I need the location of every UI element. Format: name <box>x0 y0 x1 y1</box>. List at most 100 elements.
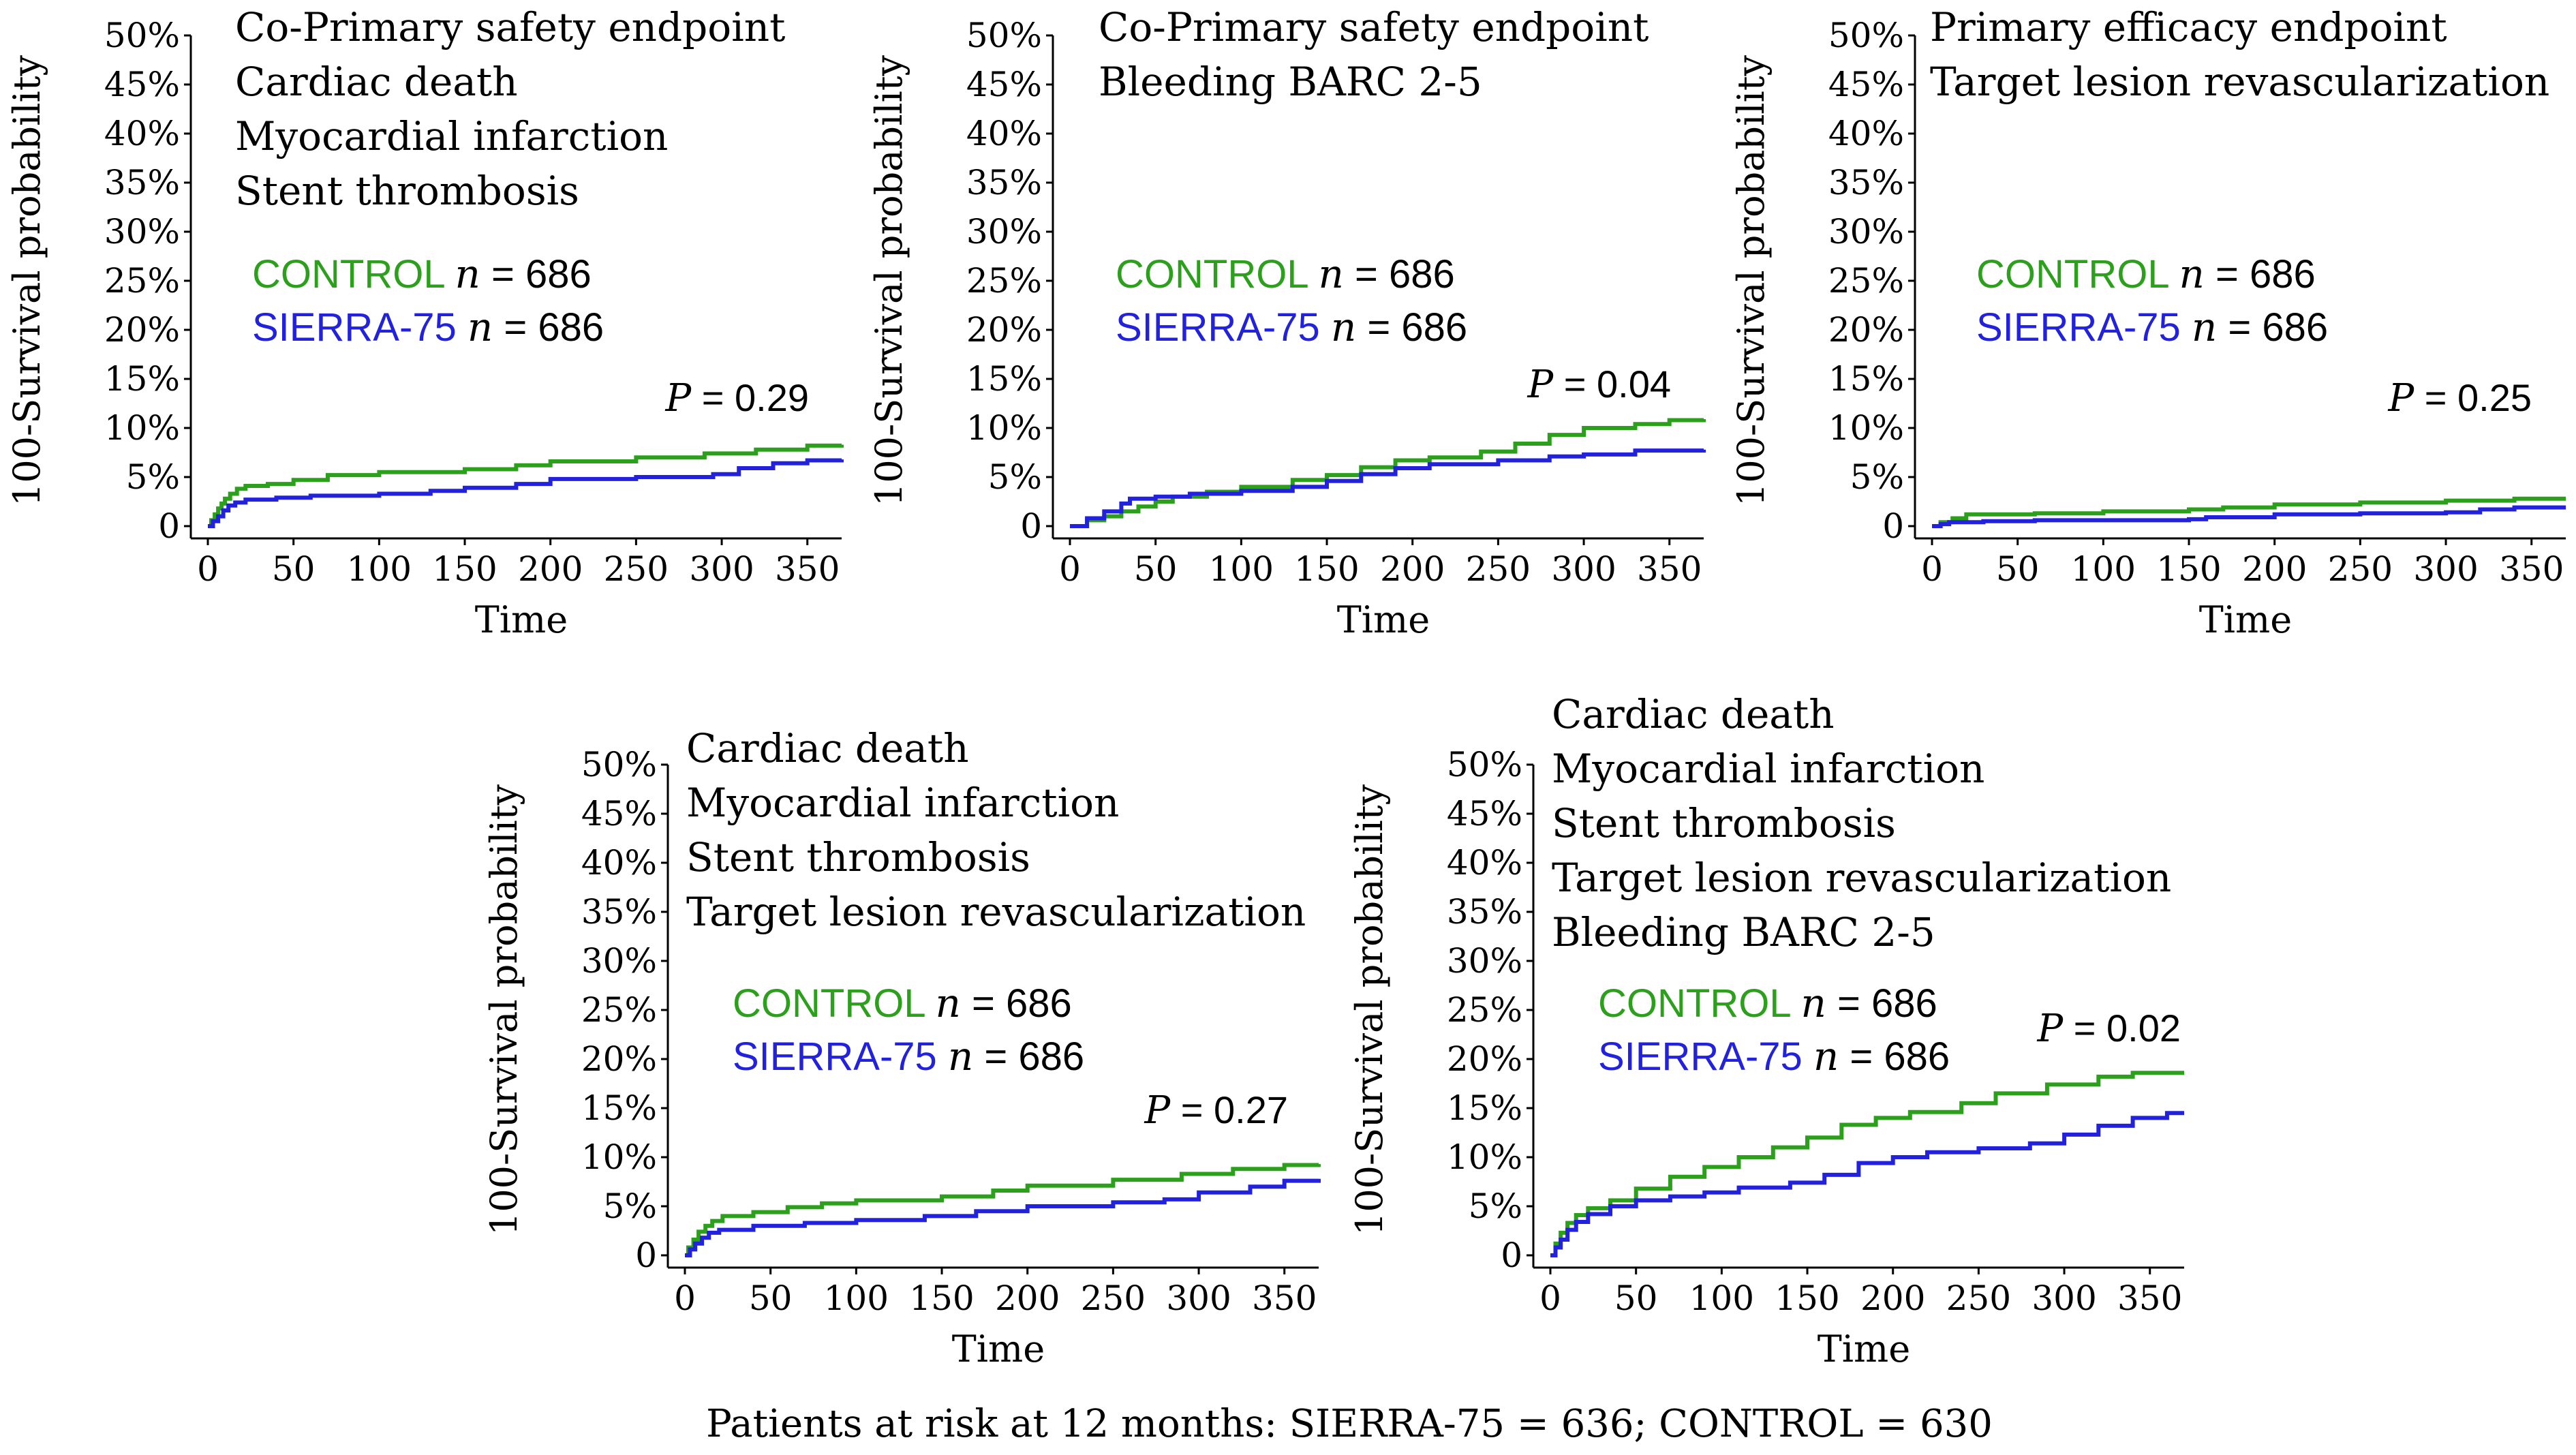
series-line-control <box>1070 418 1706 528</box>
series-line-control <box>685 1163 1321 1257</box>
p-value: P = 0.27 <box>1144 1088 1289 1133</box>
y-tick-label: 25% <box>581 990 657 1030</box>
legend-n-symbol: n <box>948 1033 973 1079</box>
p-value: P = 0.25 <box>2388 376 2532 420</box>
legend-n-value: = 686 <box>961 981 1072 1026</box>
p-symbol: P <box>2388 376 2415 420</box>
x-tick-label: 200 <box>995 1278 1060 1318</box>
p-value: P = 0.02 <box>2037 1007 2181 1051</box>
panel-title-line: Bleeding BARC 2-5 <box>1552 909 1935 955</box>
x-tick-label: 150 <box>909 1278 974 1318</box>
legend-n-symbol: n <box>1319 251 1344 297</box>
legend-entry: CONTROL n = 686 <box>252 251 592 297</box>
p-number: = 0.25 <box>2414 376 2532 419</box>
y-tick-label: 30% <box>104 212 180 251</box>
x-tick-label: 50 <box>1996 549 2040 589</box>
x-tick-label: 250 <box>1466 549 1531 589</box>
chart-panel-2: 0 5% 10% 15% 20% 25% 30% 35% 40% 45% 50% 0 50 100 150 2… <box>868 4 1706 641</box>
y-tick-label: 0 <box>1882 506 1904 546</box>
x-tick-label: 300 <box>2031 1278 2096 1318</box>
legend-entry: CONTROL n = 686 <box>733 980 1072 1026</box>
chart-panel-3: 0 5% 10% 15% 20% 25% 30% 35% 40% 45% 50% 0 50 100 150 2… <box>1730 4 2566 641</box>
y-tick-label: 5% <box>126 457 180 497</box>
x-axis-title: Time <box>1818 1328 1910 1370</box>
p-symbol: P <box>1527 363 1554 407</box>
y-tick-label: 25% <box>1828 261 1904 301</box>
y-tick-label: 30% <box>1447 941 1522 981</box>
x-tick-label: 150 <box>1775 1278 1839 1318</box>
y-tick-label: 10% <box>1447 1137 1522 1177</box>
panel-title-line: Co-Primary safety endpoint <box>1099 4 1649 50</box>
legend-entry: SIERRA-75 n = 686 <box>1976 304 2328 350</box>
x-tick-label: 300 <box>1551 549 1616 589</box>
y-tick-label: 45% <box>1828 65 1904 104</box>
legend-n-symbol: n <box>2179 251 2205 297</box>
y-tick-label: 50% <box>581 745 657 784</box>
y-tick-label: 40% <box>1447 843 1522 883</box>
panel-title-line: Stent thrombosis <box>235 168 579 214</box>
y-tick-label: 20% <box>966 310 1042 350</box>
legend-n-value: = 686 <box>1826 981 1937 1026</box>
x-tick-label: 150 <box>2156 549 2221 589</box>
y-tick-label: 0 <box>635 1236 657 1275</box>
legend-n-value: = 686 <box>480 252 592 296</box>
y-tick-label: 50% <box>966 16 1042 55</box>
y-tick-label: 35% <box>1447 892 1522 932</box>
legend-n-value: = 686 <box>973 1035 1084 1079</box>
p-value: P = 0.04 <box>1527 363 1672 407</box>
x-tick-label: 250 <box>604 549 669 589</box>
legend-n-value: = 686 <box>1839 1035 1950 1079</box>
x-tick-label: 250 <box>2328 549 2393 589</box>
legend-series-name: CONTROL <box>252 252 455 296</box>
series-line-sierra-75 <box>1070 448 1706 528</box>
legend-n-value: = 686 <box>1344 252 1455 296</box>
legend-entry: CONTROL n = 686 <box>1976 251 2316 297</box>
x-tick-label: 350 <box>2499 549 2564 589</box>
legend-n-symbol: n <box>1331 304 1356 350</box>
y-tick-label: 5% <box>1850 457 1904 497</box>
x-tick-label: 50 <box>1134 549 1178 589</box>
panel-title-line: Target lesion revascularization <box>1930 59 2549 105</box>
x-tick-label: 0 <box>1539 1278 1561 1318</box>
p-number: = 0.27 <box>1170 1088 1288 1131</box>
x-tick-label: 100 <box>347 549 412 589</box>
p-symbol: P <box>665 376 692 420</box>
legend-series-name: SIERRA-75 <box>252 305 467 350</box>
y-tick-label: 5% <box>1469 1186 1522 1226</box>
chart-panel-1: 0 5% 10% 15% 20% 25% 30% 35% 40% 45% 50% 0 50 100 150 2… <box>5 4 844 641</box>
x-tick-label: 100 <box>1689 1278 1754 1318</box>
y-tick-label: 20% <box>581 1039 657 1079</box>
panel-title-line: Co-Primary safety endpoint <box>235 4 785 50</box>
x-tick-label: 50 <box>749 1278 793 1318</box>
legend-n-symbol: n <box>2192 304 2217 350</box>
legend-n-symbol: n <box>1813 1033 1839 1079</box>
y-tick-label: 45% <box>104 65 180 104</box>
y-tick-label: 30% <box>966 212 1042 251</box>
series-line-control <box>208 443 844 528</box>
legend-n-value: = 686 <box>1356 305 1467 350</box>
y-tick-label: 45% <box>966 65 1042 104</box>
x-tick-label: 100 <box>824 1278 889 1318</box>
y-tick-label: 20% <box>1828 310 1904 350</box>
y-tick-label: 5% <box>603 1186 657 1226</box>
x-axis-title: Time <box>952 1328 1045 1370</box>
x-tick-label: 100 <box>1209 549 1274 589</box>
legend-n-value: = 686 <box>2217 305 2328 350</box>
y-tick-label: 25% <box>966 261 1042 301</box>
y-tick-label: 40% <box>581 843 657 883</box>
y-tick-label: 0 <box>1020 506 1042 546</box>
legend-series-name: CONTROL <box>733 981 936 1026</box>
x-tick-label: 200 <box>518 549 583 589</box>
p-number: = 0.29 <box>691 376 809 419</box>
panel-title-line: Stent thrombosis <box>1552 800 1896 846</box>
y-tick-label: 35% <box>966 163 1042 202</box>
x-tick-label: 350 <box>2117 1278 2182 1318</box>
y-tick-label: 15% <box>1828 359 1904 399</box>
p-value: P = 0.29 <box>665 376 810 420</box>
legend-series-name: SIERRA-75 <box>1116 305 1331 350</box>
y-tick-label: 40% <box>1828 114 1904 153</box>
legend-n-symbol: n <box>936 980 961 1026</box>
x-tick-label: 350 <box>1637 549 1702 589</box>
x-axis-title: Time <box>475 598 568 641</box>
y-tick-label: 50% <box>1447 745 1522 784</box>
